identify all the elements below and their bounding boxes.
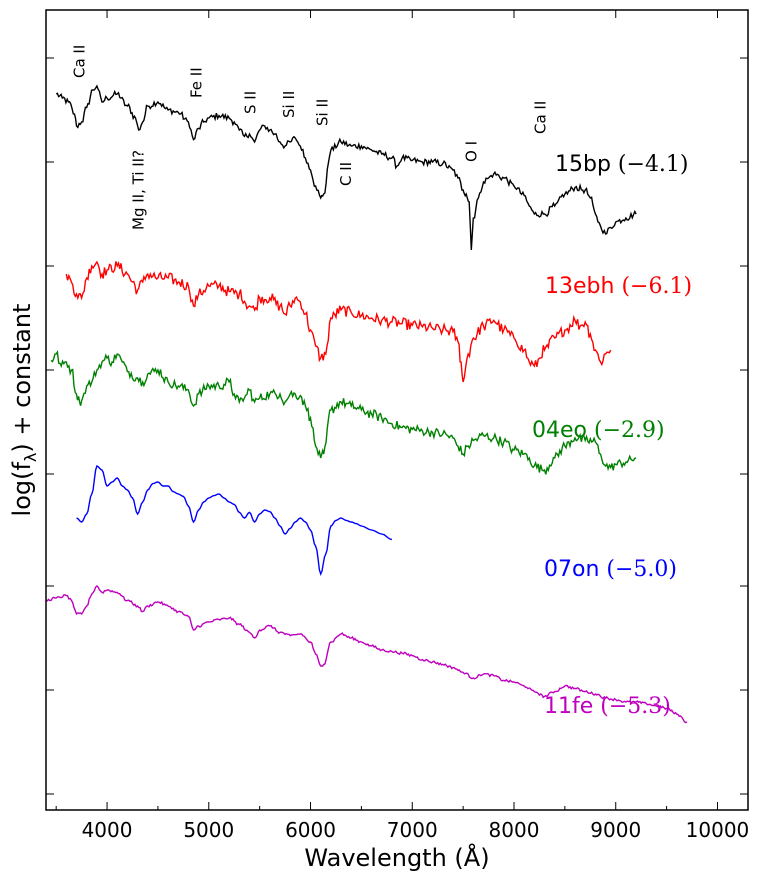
series-label-07on: 07on (−5.0) — [544, 557, 677, 582]
series-label-epoch: (−5.0) — [606, 557, 677, 582]
line-annotation: Mg II, Ti II? — [130, 150, 148, 230]
series-label-name: 11fe — [544, 694, 600, 719]
series-label-name: 15bp — [555, 152, 618, 177]
plot-area — [46, 10, 748, 810]
y-axis-label-main: log(f — [8, 462, 36, 517]
series-lines — [45, 84, 688, 724]
series-label-epoch: (−2.9) — [594, 418, 665, 443]
line-annotation: Fe II — [188, 67, 206, 98]
line-annotation: Si II — [280, 91, 298, 118]
series-label-epoch: (−6.1) — [621, 274, 692, 299]
x-tick-label: 10000 — [686, 818, 750, 842]
x-tick-label: 5000 — [183, 818, 234, 842]
series-line-07on — [76, 465, 393, 576]
series-label-04eo: 04eo (−2.9) — [532, 418, 665, 443]
series-label-11fe: 11fe (−5.3) — [544, 694, 671, 719]
line-annotations: Ca II Mg II, Ti II? Fe II S II Si II Si II C I… — [71, 45, 550, 230]
x-tick-label: 6000 — [285, 818, 336, 842]
x-tick-label: 4000 — [82, 818, 133, 842]
plot-frame — [45, 9, 749, 811]
x-tick-label: 8000 — [489, 818, 540, 842]
series-label-epoch: (−5.3) — [600, 694, 671, 719]
series-label-name: 04eo — [532, 418, 594, 443]
x-axis-label: Wavelength (Å) — [304, 843, 489, 872]
line-annotation: S II — [242, 91, 260, 114]
series-line-04eo — [50, 350, 637, 475]
line-annotation: Ca II — [532, 101, 550, 134]
line-annotation: C II — [337, 162, 355, 186]
series-label-15bp: 15bp (−4.1) — [555, 152, 689, 177]
x-tick-label: 7000 — [387, 818, 438, 842]
series-label-epoch: (−4.1) — [618, 152, 689, 177]
series-labels: 15bp (−4.1) 13ebh (−6.1) 04eo (−2.9) 07on (… — [532, 152, 692, 719]
line-annotation: Si II — [314, 99, 332, 126]
line-annotation: Ca II — [71, 45, 89, 78]
axis-ticks: 4000 5000 6000 7000 8000 9000 10000 — [46, 10, 749, 842]
y-axis-label-subscript: λ — [21, 453, 40, 462]
series-label-name: 13ebh — [545, 274, 621, 299]
x-tick-label: 9000 — [590, 818, 641, 842]
series-line-15bp — [55, 84, 637, 251]
y-axis-label-suffix: ) + constant — [8, 304, 36, 453]
line-annotation: O I — [462, 141, 480, 162]
series-line-11fe — [45, 585, 688, 724]
series-label-13ebh: 13ebh (−6.1) — [545, 274, 692, 299]
series-line-13ebh — [65, 260, 612, 383]
y-axis-label: log(fλ) + constant — [8, 304, 40, 517]
series-label-name: 07on — [544, 557, 606, 582]
